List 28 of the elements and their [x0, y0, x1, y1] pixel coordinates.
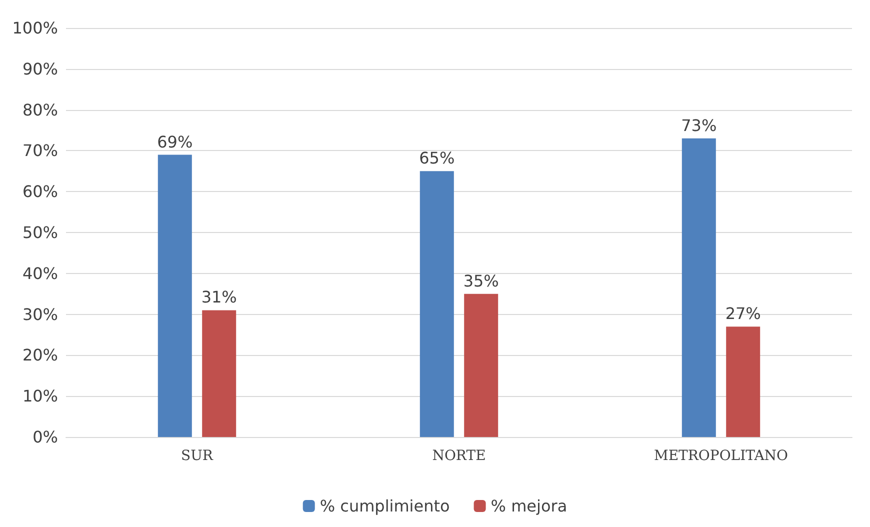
x-tick-label: SUR: [181, 448, 214, 464]
bar: [726, 326, 760, 437]
bar: [464, 294, 498, 437]
bar: [202, 310, 236, 437]
bar: [682, 138, 716, 437]
y-tick-label: 30%: [22, 304, 58, 324]
y-tick-label: 20%: [22, 346, 58, 365]
y-tick-label: 80%: [22, 100, 58, 120]
y-tick-label: 40%: [22, 264, 58, 283]
y-tick-label: 0%: [32, 428, 58, 446]
data-label: 69%: [157, 132, 193, 152]
data-label: 27%: [725, 304, 761, 324]
y-tick-label: 70%: [22, 141, 58, 160]
y-tick-label: 100%: [12, 18, 58, 38]
data-label: 31%: [201, 288, 237, 307]
x-tick-label: METROPOLITANO: [654, 448, 788, 464]
x-tick-label: NORTE: [432, 448, 486, 464]
legend-label: % cumplimiento: [320, 496, 450, 516]
bar: [158, 154, 192, 437]
data-label: 73%: [681, 116, 717, 135]
data-label: 65%: [419, 148, 455, 168]
legend-label: % mejora: [490, 496, 568, 516]
y-tick-label: 90%: [22, 59, 58, 78]
y-tick-label: 50%: [22, 223, 58, 242]
y-tick-label: 60%: [22, 182, 58, 202]
y-tick-label: 10%: [22, 386, 58, 406]
bar: [420, 171, 454, 437]
data-label: 35%: [463, 271, 499, 290]
